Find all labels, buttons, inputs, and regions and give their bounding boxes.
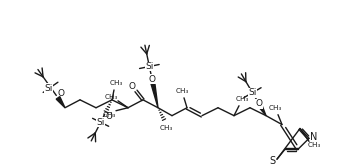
Text: Si: Si: [97, 118, 105, 127]
Text: CH₃: CH₃: [268, 105, 282, 111]
Text: CH₃: CH₃: [307, 142, 321, 148]
Text: N: N: [310, 132, 318, 142]
Text: CH₃: CH₃: [159, 125, 173, 131]
Text: CH₃: CH₃: [175, 88, 189, 94]
Text: CH₃: CH₃: [235, 96, 249, 102]
Text: O: O: [58, 89, 64, 98]
Text: CH₃: CH₃: [102, 112, 116, 118]
Text: S: S: [269, 156, 275, 166]
Polygon shape: [150, 79, 158, 108]
Text: O: O: [255, 99, 263, 108]
Polygon shape: [56, 97, 65, 108]
Polygon shape: [257, 103, 266, 116]
Text: Si: Si: [248, 88, 257, 97]
Text: Si: Si: [145, 62, 153, 71]
Text: O: O: [148, 75, 155, 84]
Text: O: O: [129, 82, 135, 92]
Text: Si: Si: [44, 84, 53, 93]
Text: CH₃: CH₃: [104, 94, 118, 100]
Text: O: O: [105, 112, 113, 121]
Text: CH₃: CH₃: [109, 80, 123, 86]
